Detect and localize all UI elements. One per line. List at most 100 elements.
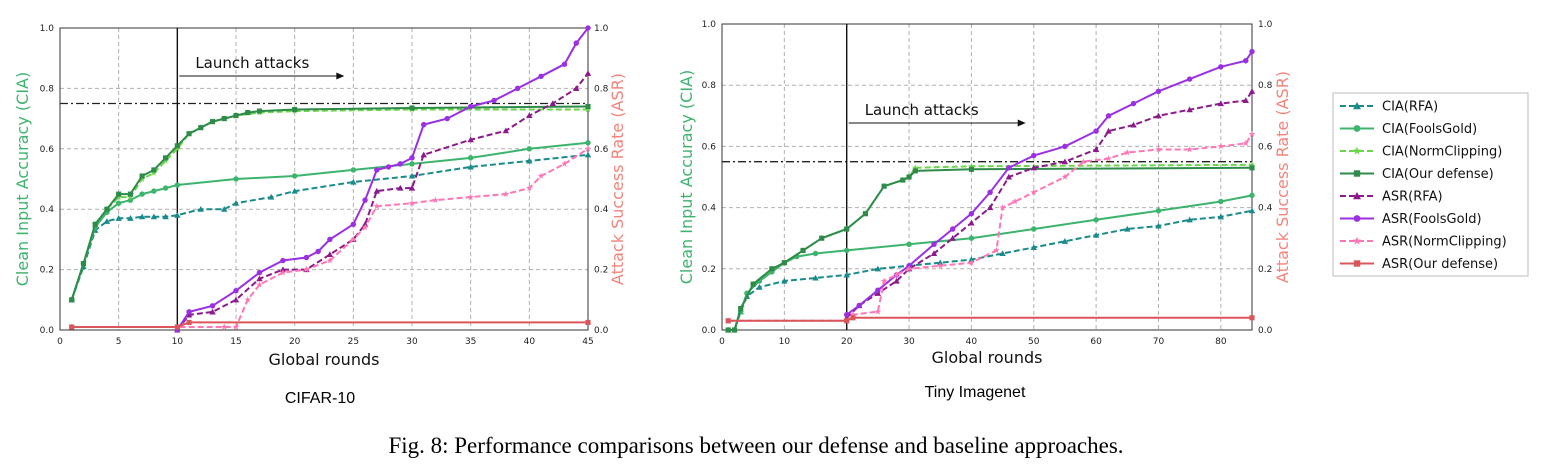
- data-point: [256, 281, 263, 288]
- data-point: [526, 184, 533, 191]
- series-line: [176, 27, 589, 331]
- legend-entry: CIA(NormClipping): [1340, 145, 1502, 160]
- data-point: [968, 219, 975, 226]
- data-point: [968, 211, 975, 217]
- data-point: [245, 110, 251, 116]
- data-point: [502, 190, 510, 197]
- data-point: [139, 191, 145, 197]
- data-point: [549, 100, 556, 107]
- series-line: [728, 209, 1253, 331]
- data-point: [900, 177, 906, 183]
- data-point: [444, 115, 450, 122]
- data-point: [1248, 88, 1256, 94]
- y-tick-label-right: 1.0: [594, 24, 609, 34]
- data-point: [936, 262, 944, 269]
- series-cia-normclipping: [68, 106, 592, 303]
- data-point: [881, 183, 887, 189]
- y-tick-label-left: 0.8: [702, 81, 717, 91]
- data-point: [1030, 164, 1037, 171]
- y-axis-label-right: Attack Success Rate (ASR): [608, 73, 627, 285]
- figure-caption: Fig. 8: Performance comparisons between …: [388, 433, 1123, 458]
- legend-swatch-marker: [1352, 236, 1362, 245]
- data-point: [186, 309, 192, 315]
- data-point: [1186, 145, 1193, 153]
- data-point: [812, 250, 819, 257]
- data-point: [526, 112, 533, 119]
- data-point: [781, 277, 788, 284]
- x-tick-label: 20: [841, 337, 853, 347]
- series-cia-foolsgold: [69, 140, 591, 303]
- data-point: [127, 191, 133, 197]
- data-point: [1130, 121, 1137, 128]
- data-point: [1155, 112, 1162, 119]
- data-point: [491, 97, 497, 104]
- data-point: [421, 121, 427, 128]
- data-point: [1243, 58, 1249, 64]
- y-tick-label-left: 1.0: [702, 20, 717, 30]
- legend-entry: ASR(NormClipping): [1340, 235, 1507, 250]
- data-point: [1249, 192, 1255, 199]
- data-point: [585, 103, 591, 110]
- legend-swatch-marker: [1353, 125, 1361, 132]
- y-tick-label-right: 0.2: [1258, 265, 1272, 275]
- data-point: [373, 187, 380, 194]
- data-point: [69, 297, 75, 303]
- y-tick-label-right: 0.4: [1258, 204, 1273, 214]
- y-tick-label-left: 0.4: [40, 205, 55, 215]
- y-tick-label-right: 0.6: [1258, 142, 1273, 152]
- x-tick-label: 40: [966, 337, 978, 347]
- data-point: [432, 196, 439, 203]
- series-asr-our-defense: [69, 319, 591, 330]
- data-point: [467, 193, 474, 200]
- data-point: [408, 172, 416, 179]
- legend-label: CIA(NormClipping): [1382, 145, 1502, 160]
- data-point: [526, 146, 533, 152]
- data-point: [92, 221, 98, 227]
- data-point: [80, 261, 87, 267]
- y-tick-label-left: 0.2: [702, 265, 716, 275]
- data-point: [233, 288, 239, 294]
- chart-tiny-imagenet: 0 10 20 30 40 50 60 70 80 0.0 0.0 0.2 0.2 0.4 0.4 0.6 0.…: [677, 20, 1292, 367]
- data-point: [1242, 139, 1250, 147]
- data-point: [1217, 142, 1225, 150]
- data-point: [291, 173, 298, 179]
- data-point: [1249, 315, 1255, 321]
- launch-attacks-label: Launch attacks: [865, 101, 979, 119]
- series-cia-foolsgold: [725, 192, 1255, 333]
- y-tick-label-right: 1.0: [1258, 20, 1273, 30]
- data-point: [986, 204, 994, 211]
- legend-entry: CIA(Our defense): [1340, 167, 1494, 182]
- y-tick-label-left: 0.2: [40, 266, 54, 276]
- data-point: [374, 167, 380, 173]
- data-point: [103, 218, 111, 224]
- data-point: [561, 160, 568, 167]
- legend-label: ASR(FoolsGold): [1382, 212, 1482, 227]
- data-point: [1249, 48, 1255, 55]
- chart-cifar10: 0 5 10 15 20 25 30 35 40 450.0 0.00.2 0.20.4 0.40.6 0…: [13, 24, 627, 369]
- data-point: [906, 174, 912, 180]
- series-line: [70, 141, 589, 301]
- data-point: [303, 254, 310, 261]
- legend-label: CIA(FoolsGold): [1382, 122, 1477, 137]
- legend-label: ASR(RFA): [1382, 190, 1443, 205]
- data-point: [1030, 188, 1038, 196]
- data-point: [174, 212, 181, 218]
- data-point: [326, 257, 334, 264]
- data-point: [731, 327, 738, 333]
- data-point: [467, 155, 474, 161]
- data-point: [812, 274, 819, 281]
- data-point: [999, 204, 1006, 211]
- data-point: [186, 319, 192, 326]
- x-tick-label: 5: [116, 337, 122, 347]
- x-axis-label: Global rounds: [269, 350, 380, 369]
- series-line: [70, 105, 589, 301]
- x-tick-label: 40: [524, 337, 536, 347]
- series-line: [70, 153, 589, 301]
- legend-swatch-marker: [1353, 260, 1361, 267]
- data-point: [244, 296, 252, 303]
- data-point: [138, 213, 146, 220]
- series-cia-rfa: [68, 151, 592, 303]
- data-point: [1080, 158, 1087, 165]
- legend-label: CIA(RFA): [1382, 100, 1438, 115]
- data-point: [1249, 165, 1255, 171]
